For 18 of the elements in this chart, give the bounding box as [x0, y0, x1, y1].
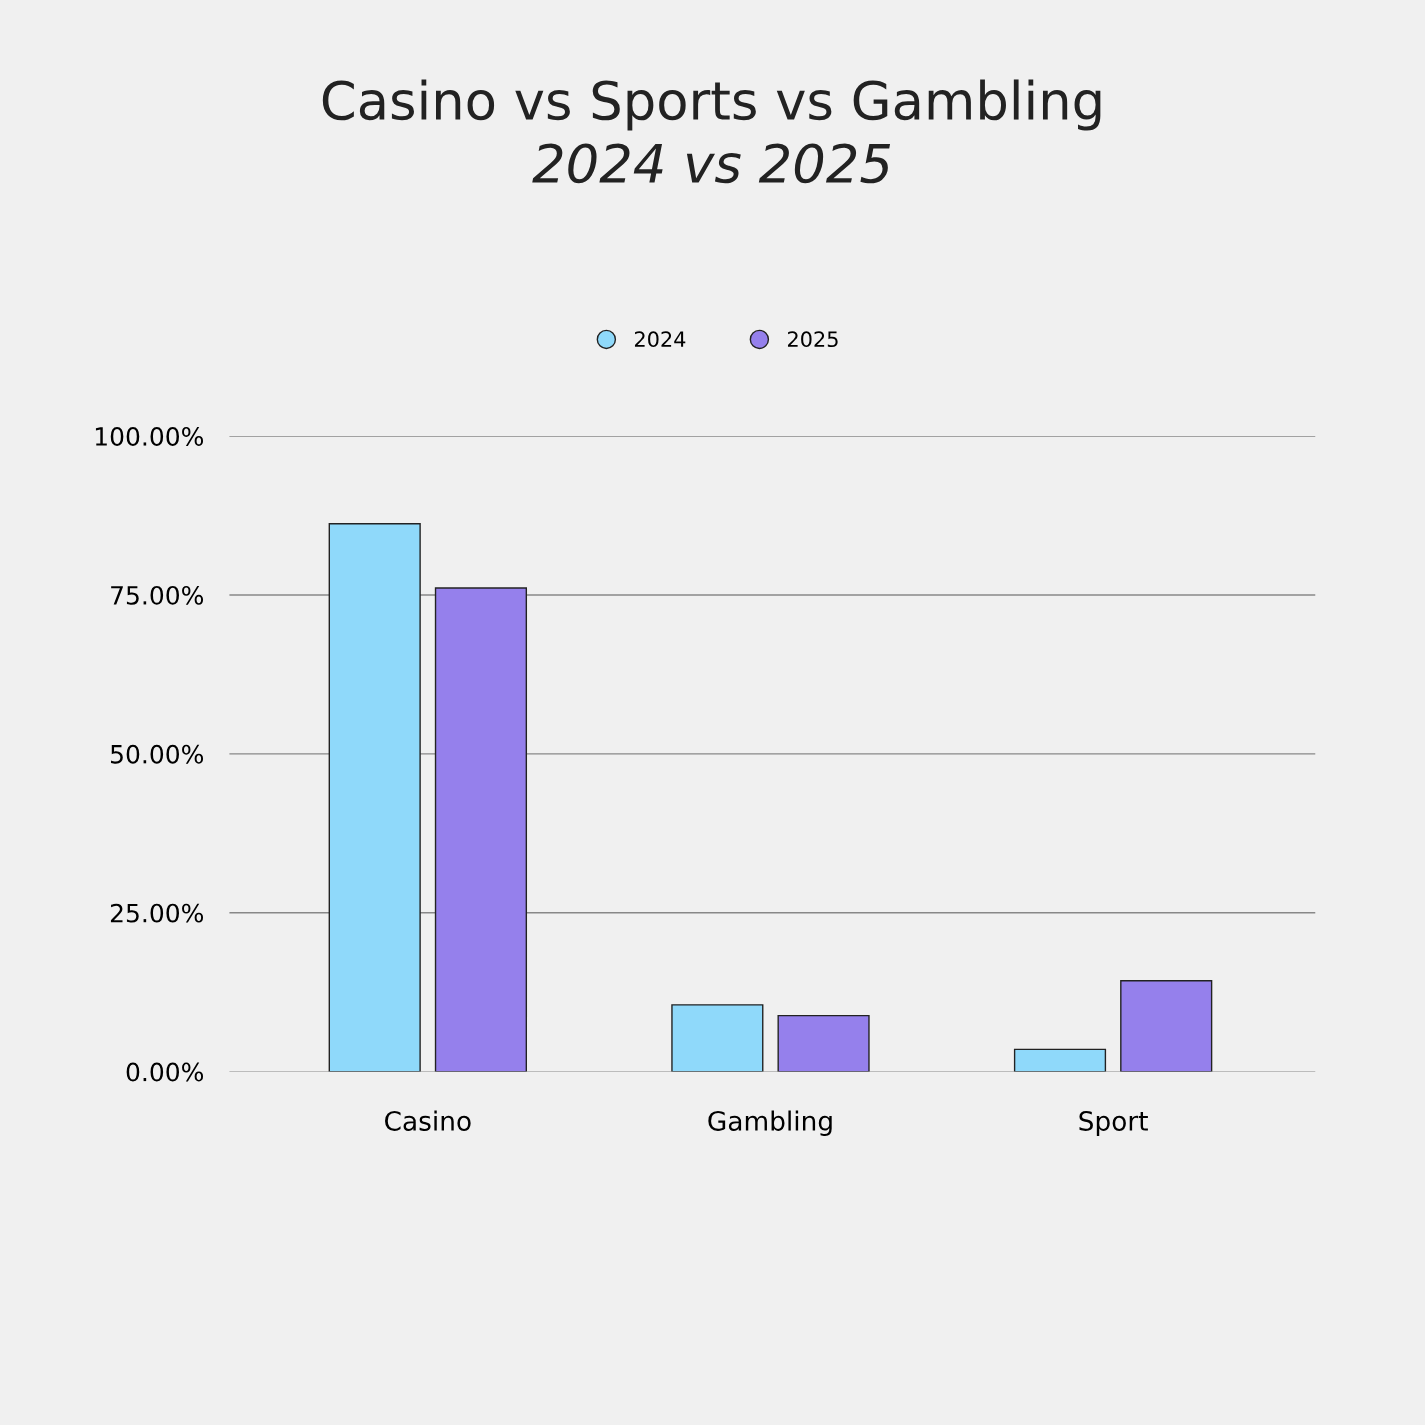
chart-title: Casino vs Sports vs Gambling [322, 79, 1101, 131]
y-tick-label: 50.00% [111, 744, 204, 764]
legend-label: 2025 [787, 331, 838, 348]
y-tick-label: 25.00% [110, 903, 204, 923]
bar [1120, 980, 1213, 1072]
x-tick-label: Sport [1079, 1110, 1148, 1137]
y-tick-label: 75.00% [111, 585, 204, 605]
y-tick-label: 100.00% [95, 426, 204, 446]
bar [671, 1004, 764, 1072]
y-tick-label: 0.00% [126, 1062, 204, 1082]
bar [777, 1014, 870, 1072]
chart-subtitle: 2024 vs 2025 [532, 143, 891, 184]
bar [328, 523, 421, 1072]
x-tick-label: Gambling [708, 1110, 832, 1137]
bar [1013, 1048, 1107, 1072]
bar [434, 587, 528, 1072]
x-tick-label: Casino [385, 1110, 471, 1131]
legend-label: 2024 [634, 331, 686, 348]
